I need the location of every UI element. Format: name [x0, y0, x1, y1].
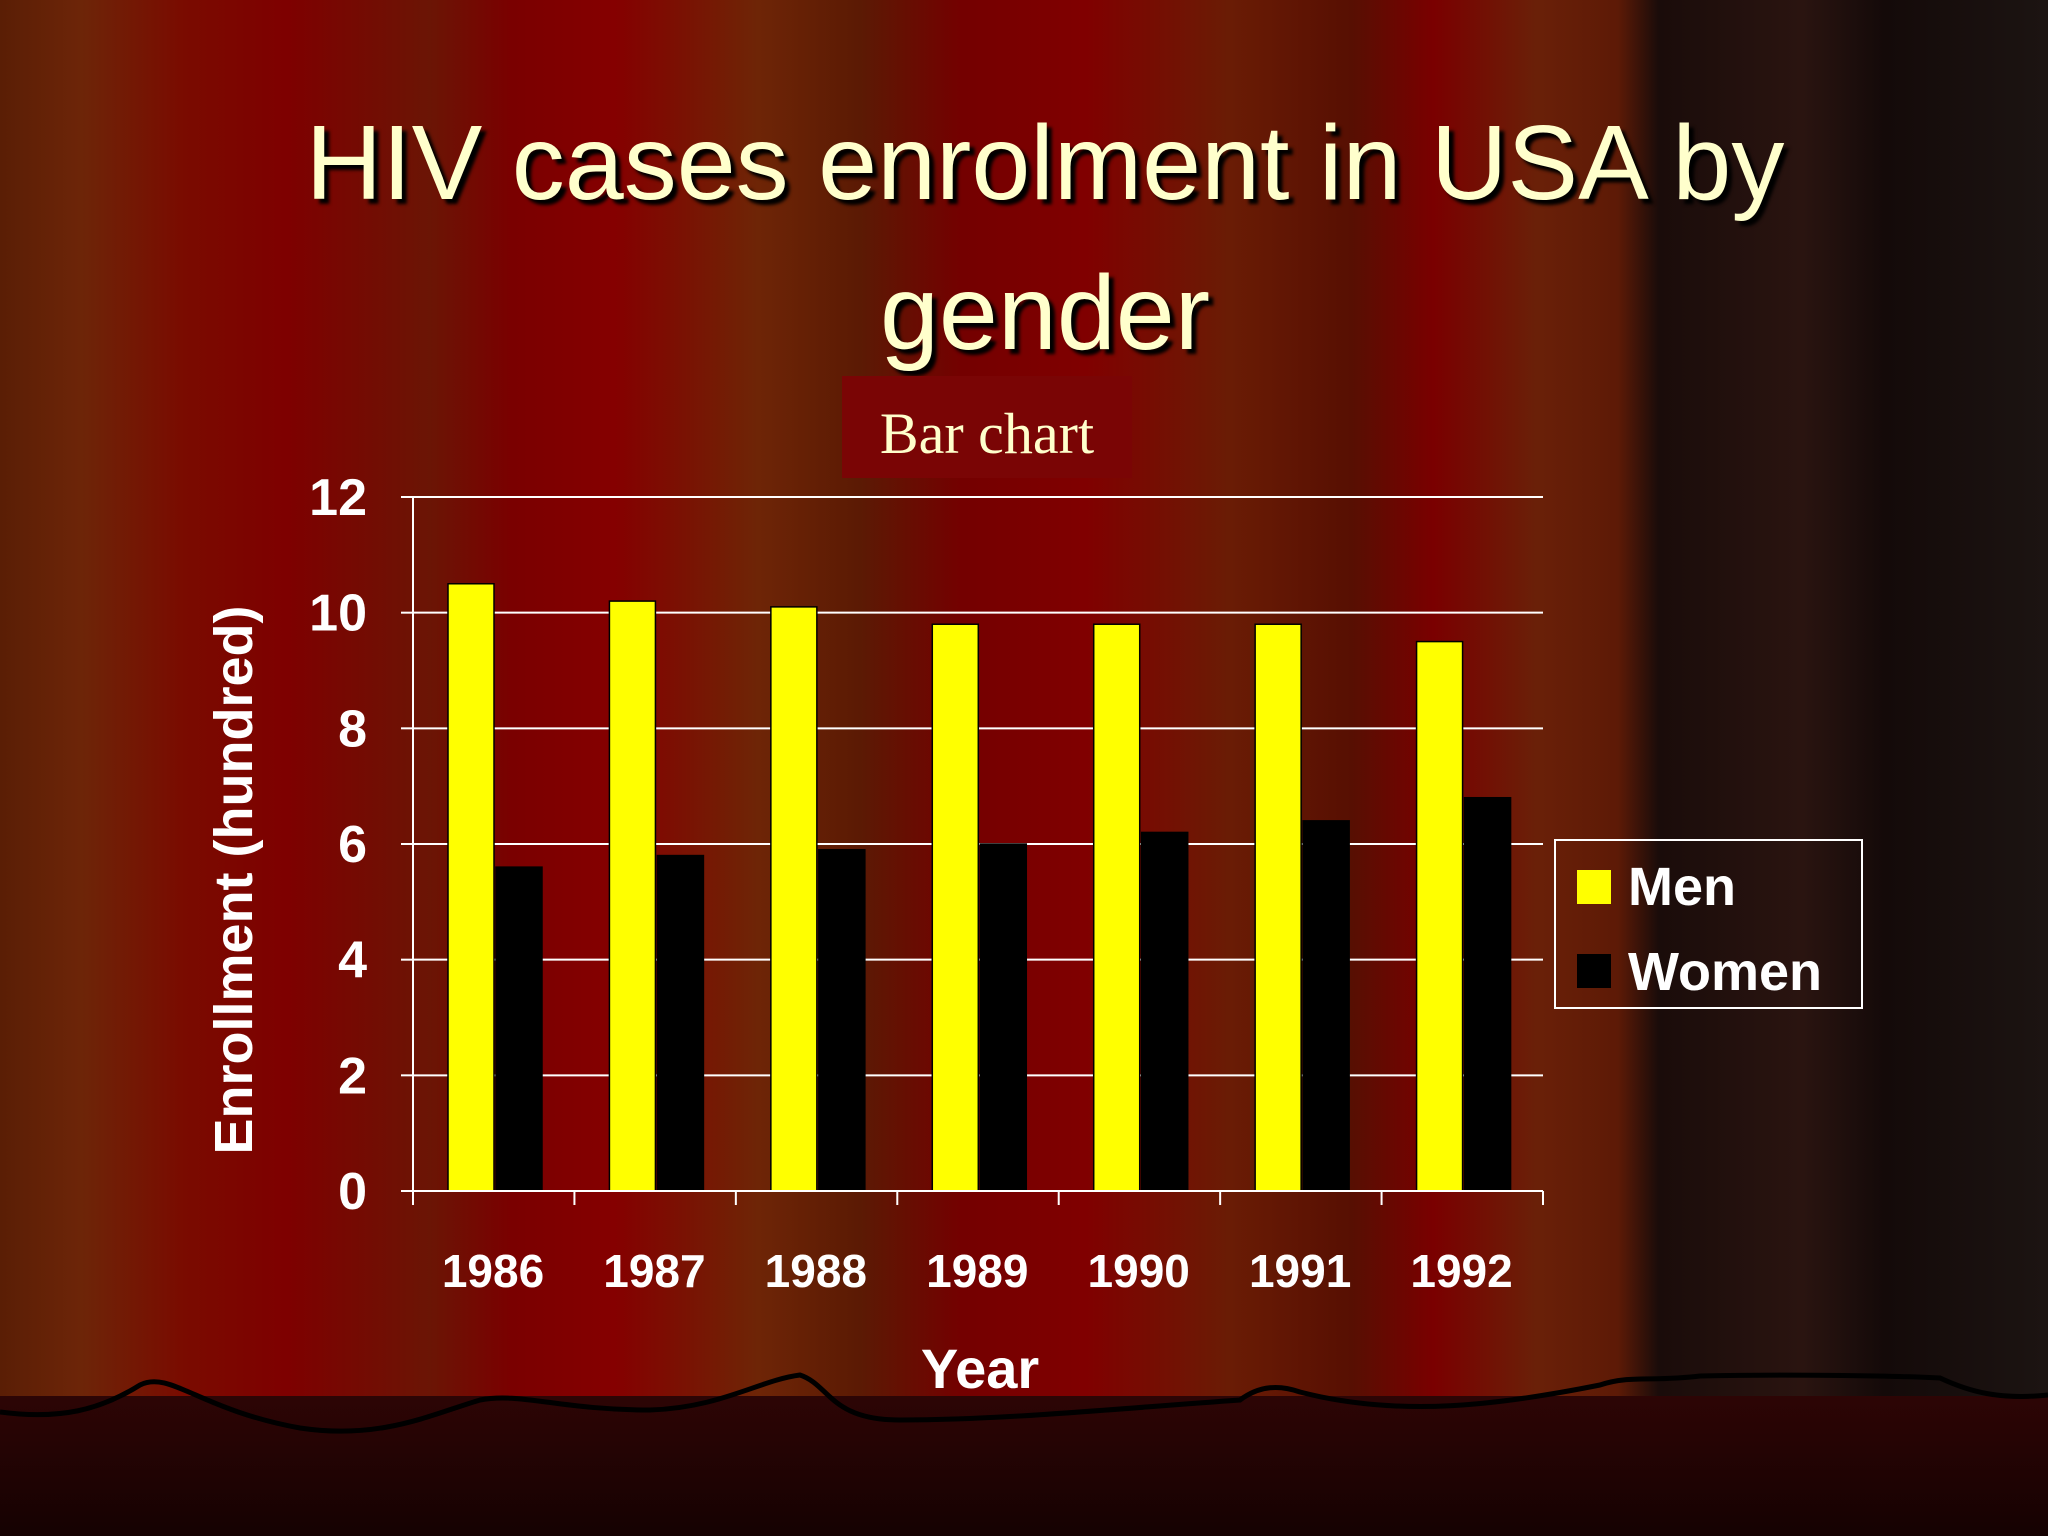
x-tick-label: 1992 — [1410, 1245, 1512, 1297]
axes-group — [401, 496, 1544, 1205]
stage-floor — [0, 1396, 2048, 1536]
subtitle-box — [842, 376, 1132, 478]
legend: Men Women — [1554, 839, 1863, 1009]
bar-women-1990 — [1140, 831, 1189, 1192]
y-tick-labels: 0 2 4 6 8 10 12 — [309, 469, 367, 1221]
bar-women-1989 — [979, 843, 1028, 1192]
bar-men-1988 — [770, 606, 818, 1192]
x-tick-label: 1988 — [765, 1245, 867, 1297]
y-tick-label: 4 — [338, 932, 367, 990]
legend-label-women: Women — [1628, 942, 1822, 1002]
y-axis-label: Enrollment (hundred) — [204, 606, 264, 1155]
legend-swatch-men — [1577, 870, 1611, 904]
y-tick-label: 8 — [338, 700, 367, 758]
x-tick-label: 1987 — [603, 1245, 705, 1297]
bar-women-1991 — [1302, 820, 1350, 1192]
bars-group — [447, 583, 1512, 1192]
x-tick-label: 1989 — [926, 1245, 1028, 1297]
legend-frame — [1554, 839, 1863, 1009]
bar-men-1990 — [1092, 623, 1141, 1192]
slide-title: HIV cases enrolment in USA by gender — [305, 104, 1785, 372]
chart-subtitle: Bar chart — [879, 401, 1095, 466]
bar-women-1986 — [495, 866, 543, 1192]
bar-men-1991 — [1254, 623, 1302, 1192]
y-tick-label: 10 — [309, 585, 367, 643]
legend-swatch-women — [1577, 954, 1611, 988]
curtain-edge — [0, 1372, 2048, 1434]
bar-men-1992 — [1415, 640, 1464, 1192]
bar-men-1987 — [608, 600, 657, 1192]
bar-men-1989 — [931, 623, 980, 1192]
x-tick-label: 1990 — [1088, 1245, 1190, 1297]
x-tick-label: 1991 — [1249, 1245, 1351, 1297]
bar-women-1988 — [818, 849, 866, 1192]
x-tick-labels: 1986 1987 1988 1989 1990 1991 1992 — [442, 1245, 1513, 1297]
bar-men-1986 — [447, 583, 495, 1192]
bar-women-1992 — [1463, 796, 1512, 1192]
bar-women-1987 — [656, 854, 705, 1192]
y-tick-label: 0 — [338, 1163, 367, 1221]
x-axis-label: Year — [921, 1337, 1039, 1400]
legend-label-men: Men — [1628, 857, 1736, 917]
y-tick-label: 6 — [338, 816, 367, 874]
x-tick-label: 1986 — [442, 1245, 544, 1297]
y-tick-label: 2 — [338, 1047, 367, 1105]
y-tick-label: 12 — [309, 469, 367, 527]
